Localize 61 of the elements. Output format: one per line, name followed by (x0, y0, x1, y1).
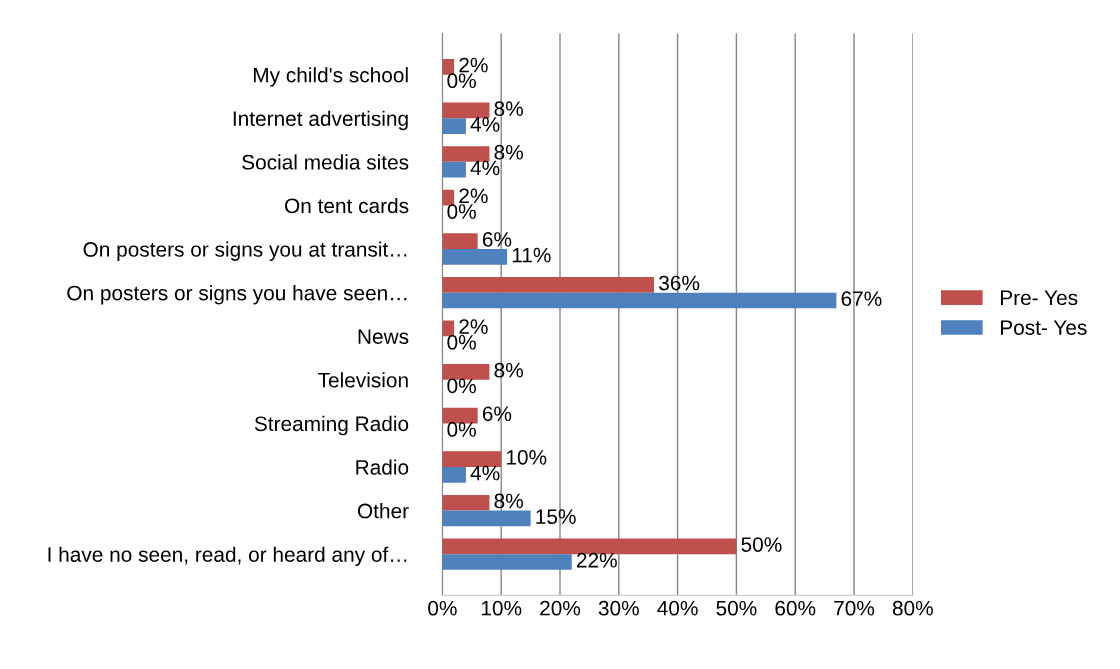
bar (442, 364, 490, 380)
data-label: 8% (494, 101, 523, 117)
bar (442, 118, 466, 134)
data-label: 2% (459, 319, 488, 334)
bar (442, 233, 478, 250)
data-label: 2% (459, 188, 488, 204)
y-tick-label: Radio (356, 459, 409, 475)
y-tick-label: On posters or signs you have seen… (67, 285, 407, 305)
x-tick-label: 80% (892, 600, 933, 616)
data-label: 15% (536, 509, 576, 525)
bar (442, 466, 466, 483)
data-label: 0% (447, 73, 476, 89)
x-tick-label: 10% (481, 600, 522, 616)
data-label: 50% (741, 537, 782, 552)
data-label: 0% (447, 422, 476, 437)
bar (442, 510, 531, 527)
data-label: 22% (576, 552, 617, 568)
y-tick-label: Social media sites (242, 154, 409, 170)
y-tick-label: On tent cards (285, 197, 409, 214)
y-tick-label: Internet advertising (233, 110, 408, 131)
x-tick-label: 50% (716, 600, 757, 616)
bar (442, 451, 502, 467)
bar (442, 292, 837, 309)
x-tick-label: 30% (598, 600, 639, 616)
data-label: 8% (494, 362, 523, 378)
x-tick-label: 60% (775, 600, 816, 616)
data-label: 8% (494, 144, 523, 160)
legend-label: Post- Yes (1001, 320, 1087, 335)
y-tick-label: I have no seen, read, or heard any of… (48, 546, 407, 567)
y-tick-label: My child's school (253, 67, 408, 87)
x-tick-label: 0% (428, 600, 457, 616)
data-label: 4% (470, 117, 500, 132)
legend-label: Pre- Yes (1001, 290, 1078, 306)
data-label: 0% (447, 334, 476, 350)
data-label: 36% (659, 275, 700, 291)
data-label: 6% (482, 232, 512, 247)
y-tick-label: Other (357, 503, 409, 519)
bar (442, 249, 508, 265)
data-label: 0% (447, 204, 476, 219)
data-label: 2% (459, 57, 488, 73)
data-label: 8% (494, 493, 523, 509)
y-tick-label: On posters or signs you at transit… (83, 241, 407, 261)
data-label: 11% (512, 247, 551, 263)
bar (442, 494, 490, 511)
data-label: 67% (841, 291, 882, 307)
data-label: 10% (506, 449, 547, 465)
x-tick-label: 70% (834, 600, 875, 616)
bar (442, 161, 466, 178)
y-tick-label: News (358, 329, 409, 344)
data-label: 0% (447, 378, 476, 394)
bar (442, 554, 572, 570)
bar (442, 276, 655, 293)
x-tick-label: 40% (657, 600, 698, 616)
data-label: 4% (470, 160, 500, 176)
y-tick-label: Streaming Radio (254, 415, 409, 436)
x-tick-label: 20% (540, 600, 581, 616)
data-label: 4% (470, 465, 500, 481)
bar (442, 407, 478, 424)
bar (442, 102, 490, 119)
data-label: 6% (482, 406, 512, 422)
y-tick-label: Television (318, 372, 408, 388)
